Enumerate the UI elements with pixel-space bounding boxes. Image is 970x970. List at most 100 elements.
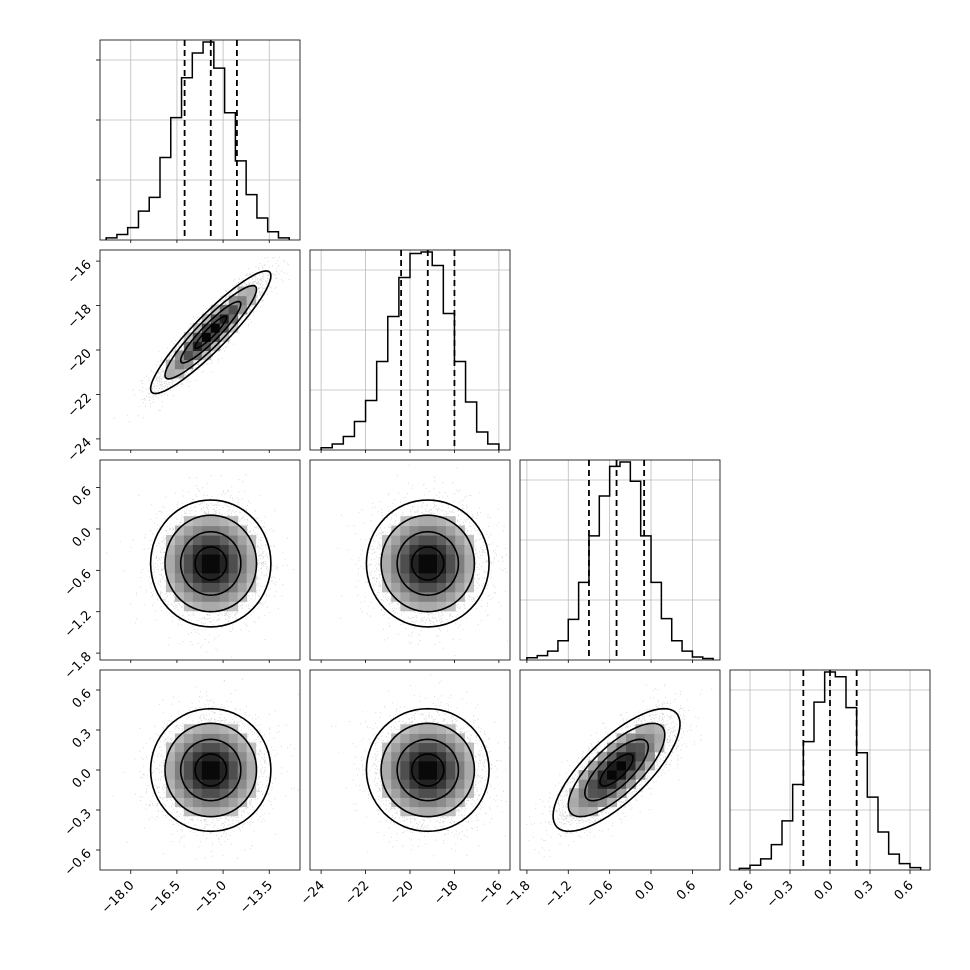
density-cell: [228, 544, 239, 555]
density-cell: [391, 535, 401, 546]
density-cell: [246, 779, 257, 789]
density-cell: [246, 563, 257, 574]
density-cell: [201, 341, 212, 352]
contour-1: [179, 738, 242, 802]
density-cell: [391, 770, 401, 780]
density-cell: [219, 535, 230, 546]
density-cell: [436, 742, 447, 753]
density-cell: [455, 553, 465, 564]
y-tick-label: −0.6: [62, 846, 95, 879]
density-cell: [210, 779, 221, 789]
density-cell: [192, 553, 203, 564]
density-cell: [588, 779, 599, 789]
density-cell: [607, 797, 618, 808]
density-cell: [246, 295, 257, 306]
density-cell: [201, 591, 212, 602]
density-cell: [219, 544, 230, 555]
density-cell: [237, 591, 248, 602]
density-cell: [201, 535, 212, 546]
contour-0: [194, 546, 228, 581]
x-tick-label: −18.0: [99, 878, 138, 917]
density-cell: [597, 751, 608, 762]
density-cell: [210, 751, 221, 762]
contour-1: [396, 738, 460, 802]
density-cell: [174, 553, 185, 564]
density-cell: [616, 760, 627, 771]
density-cell: [427, 797, 438, 808]
x-tick-label: −20: [387, 878, 417, 908]
density-cell: [455, 742, 465, 753]
panel-frame: [519, 459, 721, 661]
density-cell: [201, 516, 212, 527]
density-cell: [436, 563, 447, 574]
density-cell: [210, 770, 221, 780]
density-cell: [418, 760, 429, 771]
density-panel-2-0: [99, 459, 301, 661]
density-cell: [427, 770, 438, 780]
density-cell: [201, 724, 212, 734]
density-cell: [210, 724, 221, 734]
x-tick-label: 0.3: [852, 878, 877, 903]
density-cell: [455, 770, 465, 780]
density-cell: [427, 544, 438, 555]
density-cell: [174, 760, 185, 771]
density-cell: [246, 770, 257, 780]
contour-1: [583, 738, 650, 802]
density-cell: [201, 788, 212, 798]
density-cell: [219, 313, 230, 324]
histogram-panel-0: [96, 39, 301, 241]
contour-2: [380, 514, 476, 613]
histogram-step-1: [320, 251, 500, 450]
density-cell: [210, 733, 221, 744]
density-cell: [174, 770, 185, 780]
density-cell: [409, 535, 420, 546]
density-cell: [626, 779, 636, 789]
density-cell: [427, 779, 438, 789]
density-cell: [201, 572, 212, 583]
density-cell: [391, 563, 401, 574]
y-tick-label: −0.6: [62, 567, 95, 600]
density-cell: [201, 733, 212, 744]
density-cell: [446, 770, 456, 780]
density-cell: [174, 779, 185, 789]
density-cell: [409, 751, 420, 762]
density-cell: [246, 751, 257, 762]
density-cell: [427, 563, 438, 574]
density-cell: [165, 359, 176, 370]
density-cell: [174, 591, 185, 602]
density-cell: [436, 535, 447, 546]
density-cell: [210, 591, 221, 602]
density-cell: [427, 553, 438, 564]
contour-1: [179, 300, 242, 364]
density-cell: [246, 572, 257, 583]
density-cell: [192, 332, 203, 342]
density-cell: [382, 544, 392, 555]
y-tick-label: −18: [65, 302, 95, 332]
density-cell: [228, 788, 239, 798]
density-cell: [183, 535, 194, 546]
density-cell: [219, 788, 230, 798]
x-tick-label: 0.0: [812, 878, 837, 903]
density-cell: [237, 286, 248, 297]
contour-3: [365, 499, 490, 628]
density-cell: [219, 797, 230, 808]
density-cell: [400, 770, 410, 780]
density-cell: [228, 563, 239, 574]
density-cell: [409, 572, 420, 583]
density-cell: [409, 742, 420, 753]
density-cell: [588, 806, 599, 817]
density-cell: [418, 591, 429, 602]
density-cell: [418, 572, 429, 583]
density-cell: [400, 553, 410, 564]
density-cell: [578, 779, 589, 789]
y-tick-label: 0.6: [70, 686, 95, 711]
density-cell: [427, 760, 438, 771]
contour-1: [396, 530, 460, 597]
density-cell: [597, 788, 608, 798]
density-cell: [192, 806, 203, 817]
density-cell: [183, 779, 194, 789]
density-cell: [228, 733, 239, 744]
x-tick-label: 0.6: [892, 878, 917, 903]
density-cell: [588, 770, 599, 780]
